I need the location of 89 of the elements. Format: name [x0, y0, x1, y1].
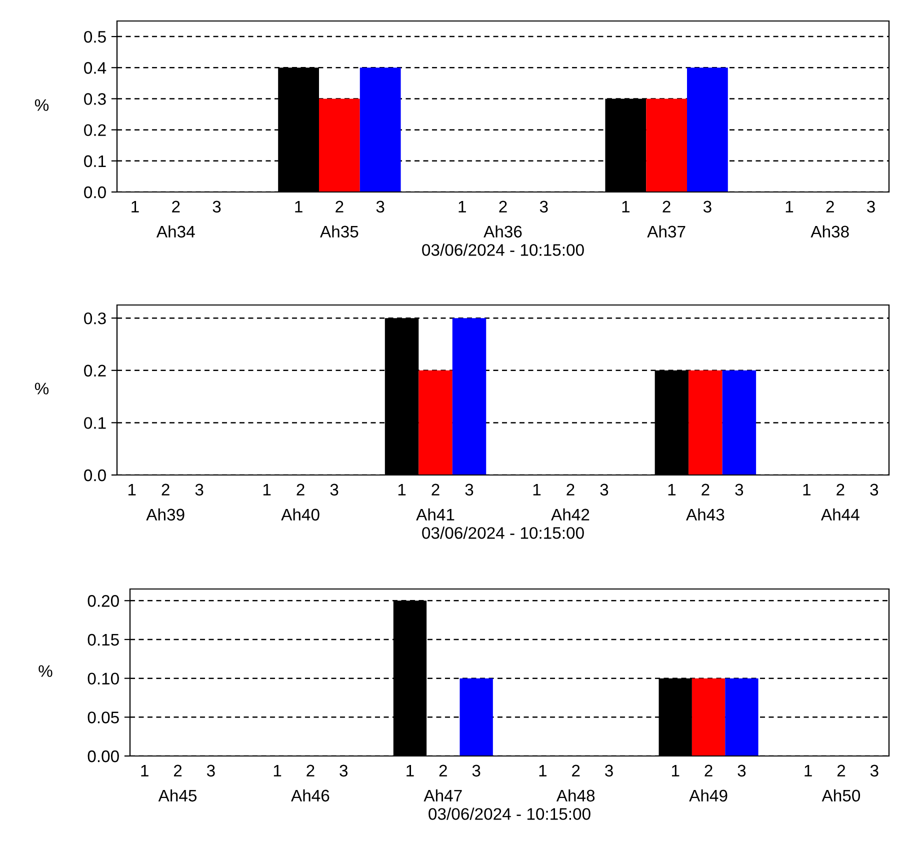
- y-axis-title: %: [34, 382, 49, 394]
- y-tick-label: 0.0: [84, 469, 106, 482]
- x-tick-label: Ah39: [146, 508, 184, 521]
- text: 2: [162, 484, 170, 496]
- y-tick-label: 0.05: [88, 712, 119, 724]
- text: 2: [837, 764, 846, 776]
- y-tick-label: 0.20: [88, 595, 119, 607]
- x-tick-label: Ah37: [647, 225, 686, 238]
- text: 3: [600, 484, 608, 496]
- series-label: 2: [704, 764, 712, 776]
- text: 3: [540, 200, 548, 213]
- x-tick-label: Ah47: [424, 789, 462, 802]
- text: 1: [263, 484, 271, 496]
- series-label: 3: [472, 764, 480, 777]
- x-tick-label: Ah49: [689, 789, 728, 802]
- x-tick-label: Ah44: [820, 508, 860, 520]
- x-axis-title: 03/06/2024 - 10:15:00: [428, 808, 590, 820]
- y-axis-title: %: [38, 665, 52, 677]
- text: 3: [330, 484, 338, 496]
- text: 2: [662, 200, 670, 212]
- series-label: 3: [465, 484, 474, 496]
- x-tick-label: Ah50: [822, 789, 860, 802]
- x-tick-label: Ah36: [484, 225, 522, 238]
- text: 1: [786, 200, 794, 212]
- text: 1: [132, 200, 139, 212]
- text: 3: [605, 764, 613, 777]
- text: 2: [566, 484, 574, 496]
- text: 2: [439, 764, 447, 776]
- text: 2: [836, 484, 844, 496]
- y-tick-label: 0.10: [88, 672, 119, 685]
- x-axis-title: 03/06/2024 - 10:15:00: [422, 526, 584, 539]
- text: 1: [804, 764, 812, 776]
- text: 1: [295, 200, 302, 212]
- text: 2: [826, 200, 834, 212]
- y-tick-label: 0.2: [84, 124, 106, 136]
- text: 1: [274, 764, 282, 776]
- y-tick-label: 0.15: [88, 634, 119, 646]
- y-tick-label: 0.2: [84, 364, 106, 377]
- y-tick-label: 0.00: [88, 750, 119, 762]
- text: 3: [212, 200, 221, 213]
- text: 2: [296, 484, 304, 496]
- text: 2: [499, 200, 507, 212]
- text: 2: [572, 764, 580, 776]
- legend-label: 1: [128, 484, 136, 496]
- series-label: 1: [406, 764, 414, 776]
- y-tick-label: 0.1: [84, 417, 106, 429]
- x-tick-label: Ah41: [416, 508, 454, 520]
- text: 3: [870, 764, 878, 777]
- text: 3: [870, 484, 878, 496]
- text: 3: [738, 764, 746, 777]
- text: 1: [398, 484, 406, 496]
- y-tick-label: 0.0: [84, 186, 106, 198]
- series-label: 2: [432, 484, 440, 496]
- text: 1: [539, 764, 546, 776]
- text: 2: [702, 484, 710, 496]
- text: 2: [306, 764, 314, 776]
- x-tick-label: Ah45: [158, 789, 197, 802]
- text: 1: [458, 200, 466, 212]
- series-label: 3: [376, 200, 384, 213]
- x-tick-label: Ah35: [320, 225, 358, 238]
- text: 3: [340, 764, 348, 777]
- x-tick-label: Ah38: [810, 225, 849, 238]
- x-tick-label: Ah42: [551, 508, 590, 520]
- text: 3: [735, 484, 744, 496]
- y-tick-label: 0.1: [84, 155, 106, 168]
- y-tick-label: 0.5: [84, 30, 106, 43]
- series-label: 2: [336, 200, 344, 212]
- x-tick-label: Ah40: [281, 508, 320, 521]
- x-tick-label: Ah48: [556, 789, 595, 802]
- text: 1: [668, 484, 676, 496]
- text: 1: [672, 764, 680, 776]
- text: 1: [803, 484, 810, 496]
- y-tick-label: 0.4: [84, 62, 106, 74]
- text: 1: [533, 484, 541, 496]
- x-tick-label: Ah34: [156, 225, 195, 238]
- x-axis-title: 03/06/2024 - 10:15:00: [422, 244, 584, 256]
- text: 1: [622, 200, 630, 212]
- text: 3: [703, 200, 712, 213]
- y-axis-title: %: [34, 99, 49, 111]
- legend-label: 1: [141, 764, 148, 776]
- y-tick-label: 0.3: [84, 93, 106, 105]
- text: 2: [174, 764, 182, 776]
- text: 3: [195, 484, 204, 496]
- text: 3: [867, 200, 875, 213]
- y-tick-label: 0.3: [84, 312, 106, 324]
- text: 3: [206, 764, 215, 777]
- x-tick-label: Ah43: [686, 508, 724, 521]
- text: 2: [172, 200, 180, 212]
- x-tick-label: Ah46: [291, 789, 330, 802]
